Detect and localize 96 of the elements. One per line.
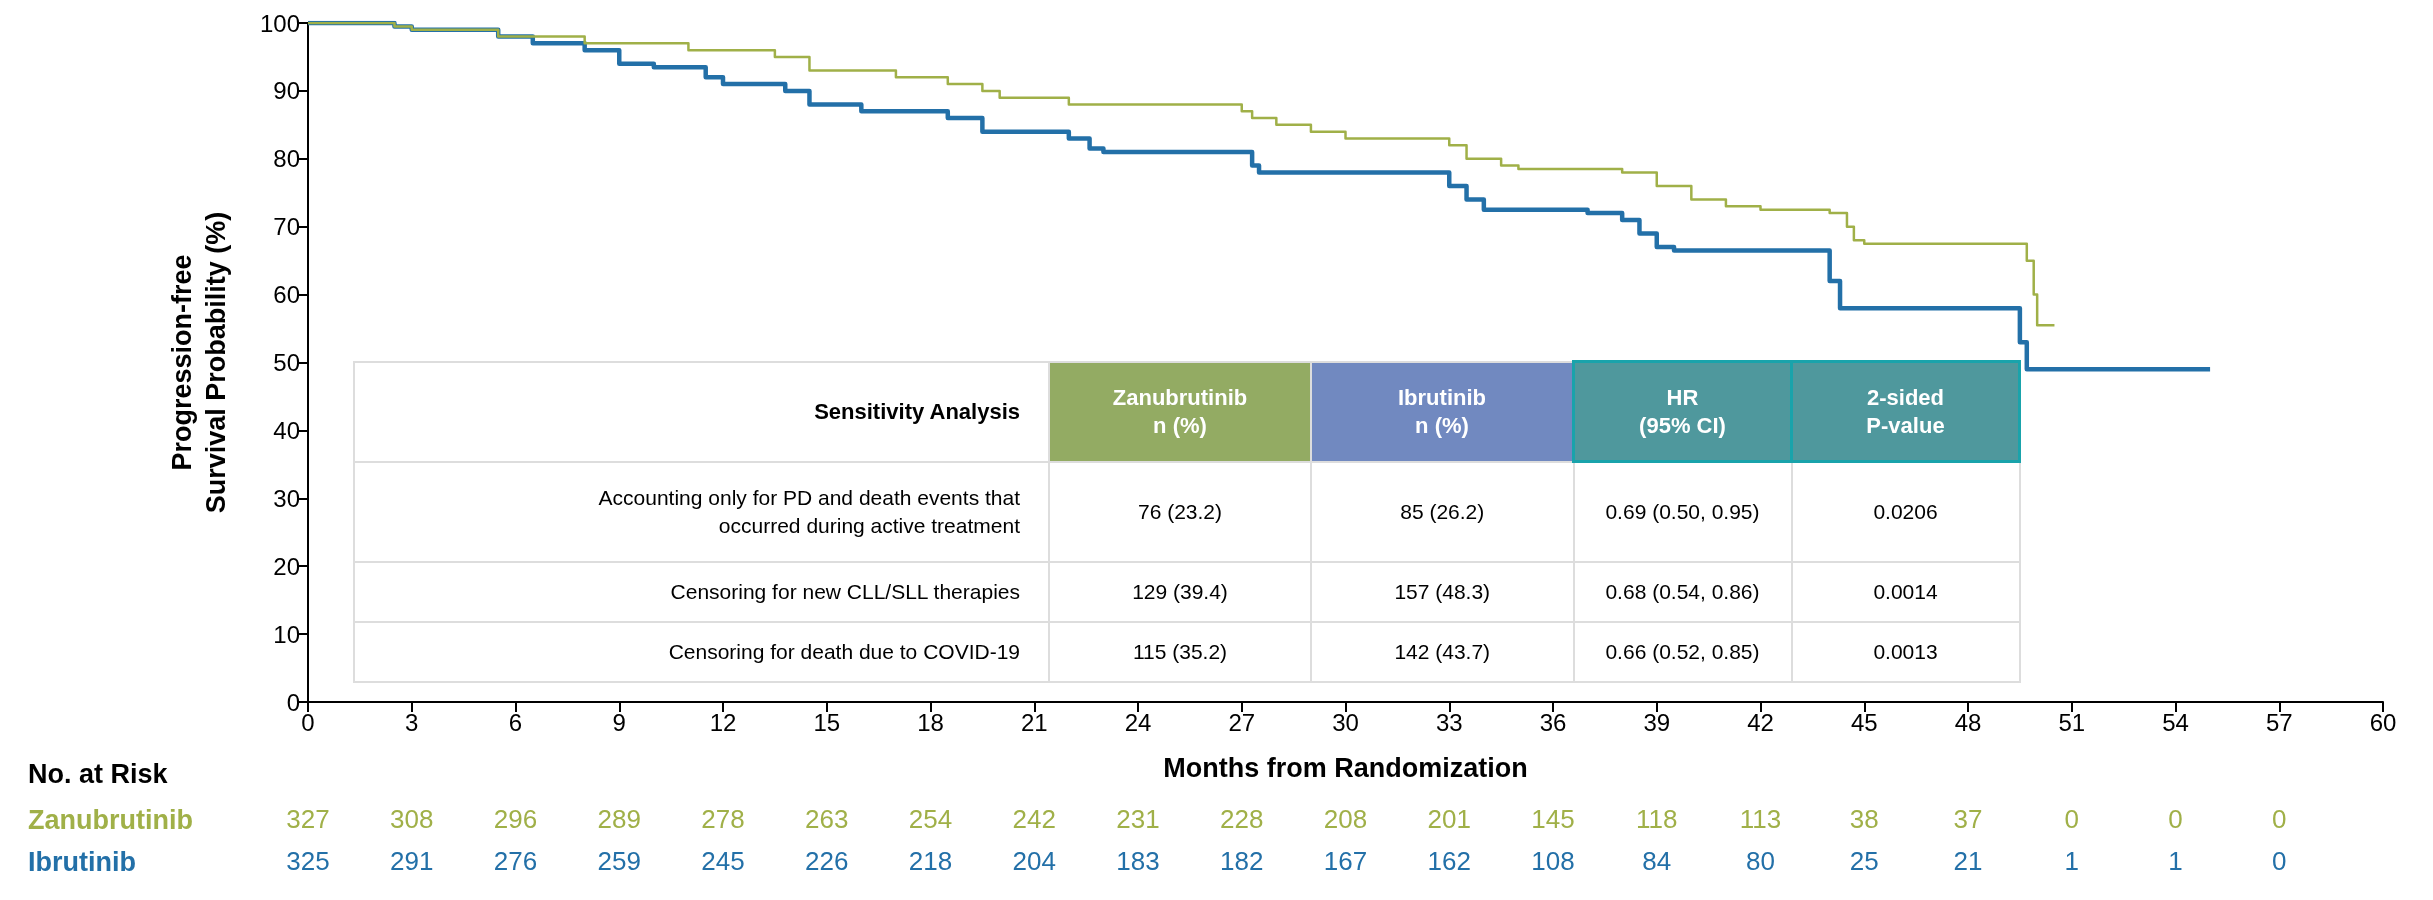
x-tick-label: 39	[1643, 708, 1671, 736]
text: 84	[1642, 846, 1672, 876]
text: 276	[493, 846, 538, 876]
x-tick-label: 45	[1850, 708, 1878, 736]
y-tick-label: 60	[273, 281, 300, 309]
y-tick-label: 90	[273, 77, 300, 105]
annotation: 0.0206	[1791, 461, 2020, 562]
text: 0	[2168, 804, 2183, 834]
text: 218	[908, 846, 953, 876]
x-tick-label: 33	[1435, 708, 1463, 736]
annotation: HR (95% CI)	[1573, 361, 1792, 462]
x-tick-label: 48	[1954, 708, 1982, 736]
x-tick-label: 3	[405, 708, 419, 736]
x-axis-title: Months from Randomization	[1163, 752, 1528, 783]
text: 327	[286, 804, 330, 834]
text: 25	[1849, 846, 1879, 876]
annotation: 2-sided P-value	[1791, 361, 2020, 462]
y-tick-label: 50	[273, 349, 300, 376]
annotation: 76 (23.2)	[1049, 461, 1311, 562]
y-tick-label: 40	[273, 416, 300, 444]
text: 228	[1220, 804, 1264, 834]
annotation: Zanubrutinib n (%)	[1049, 361, 1311, 462]
text: 37	[1953, 804, 1983, 834]
x-tick-label: 12	[709, 708, 737, 736]
text: 167	[1323, 846, 1368, 876]
text: 259	[597, 846, 641, 876]
x-tick-label: 6	[508, 708, 523, 736]
x-tick-label: 57	[2265, 708, 2293, 736]
y-tick-label: 70	[273, 213, 300, 241]
text: 289	[597, 804, 641, 834]
text: 296	[493, 804, 538, 834]
text: 162	[1427, 846, 1471, 876]
text: 263	[805, 804, 849, 834]
annotation: 0.0013	[1791, 621, 2020, 682]
text: 183	[1116, 846, 1160, 876]
text: 0	[2064, 804, 2079, 834]
x-tick-label: 9	[612, 708, 626, 736]
x-tick-label: 36	[1539, 708, 1567, 736]
y-tick-label: 20	[273, 552, 300, 580]
text: 278	[701, 804, 745, 834]
y-tick-label: 0	[286, 688, 300, 716]
text: 325	[286, 846, 330, 876]
x-tick-label: 51	[2058, 708, 2086, 736]
text: 254	[908, 804, 953, 834]
annotation: Accounting only for PD and death events that occurred during active treatment	[354, 461, 1049, 562]
text: Ibrutinib	[28, 846, 136, 877]
annotation: 0.0014	[1791, 561, 2020, 622]
annotation: 0.66 (0.52, 0.85)	[1573, 621, 1792, 682]
annotation: Ibrutinib n (%)	[1311, 361, 1574, 462]
x-tick-label: 60	[2369, 708, 2397, 736]
text: 242	[1012, 804, 1056, 834]
annotation: 157 (48.3)	[1311, 561, 1574, 622]
annotation: 115 (35.2)	[1049, 621, 1311, 682]
y-axis-title: Progression-free Survival Probability (%)	[167, 211, 231, 514]
text: 113	[1739, 804, 1782, 834]
text: 204	[1012, 846, 1056, 876]
annotation: 129 (39.4)	[1049, 561, 1311, 622]
text: 0	[2272, 804, 2287, 834]
text: 291	[390, 846, 434, 876]
annotation: 142 (43.7)	[1311, 621, 1574, 682]
annotation: 0.68 (0.54, 0.86)	[1573, 561, 1792, 622]
text: 182	[1220, 846, 1264, 876]
text: 201	[1427, 804, 1471, 834]
text: Zanubrutinib	[28, 804, 193, 835]
text: 21	[1953, 846, 1983, 876]
x-tick-label: 15	[813, 708, 841, 736]
text: 145	[1531, 804, 1575, 834]
text: No. at Risk	[28, 758, 169, 789]
x-tick-label: 27	[1228, 708, 1256, 736]
text: 1	[2064, 846, 2079, 876]
text: 38	[1849, 804, 1879, 834]
annotation: Sensitivity Analysis	[354, 361, 1049, 462]
x-tick-label: 18	[917, 708, 944, 736]
text: 108	[1531, 846, 1575, 876]
text: 80	[1746, 846, 1775, 876]
y-tick-label: 10	[273, 620, 300, 648]
y-tick-label: 100	[259, 9, 300, 37]
x-tick-label: 30	[1332, 708, 1359, 736]
y-tick-label: 80	[273, 145, 300, 173]
text: 308	[390, 804, 434, 834]
text: 231	[1116, 804, 1160, 834]
text: 1	[2168, 846, 2183, 876]
annotation: 85 (26.2)	[1311, 461, 1574, 562]
x-tick-label: 42	[1747, 708, 1774, 736]
y-tick-label: 30	[273, 484, 300, 512]
text: 245	[701, 846, 745, 876]
annotation: Censoring for new CLL/SLL therapies	[354, 561, 1049, 622]
x-tick-label: 54	[2162, 708, 2189, 736]
text: 118	[1636, 804, 1678, 834]
text: 208	[1323, 804, 1368, 834]
text: 0	[2272, 846, 2287, 876]
annotation: 0.69 (0.50, 0.95)	[1573, 461, 1792, 562]
x-tick-label: 24	[1124, 708, 1152, 736]
annotation: Censoring for death due to COVID-19	[354, 621, 1049, 682]
text: 226	[805, 846, 849, 876]
x-tick-label: 21	[1020, 708, 1048, 736]
